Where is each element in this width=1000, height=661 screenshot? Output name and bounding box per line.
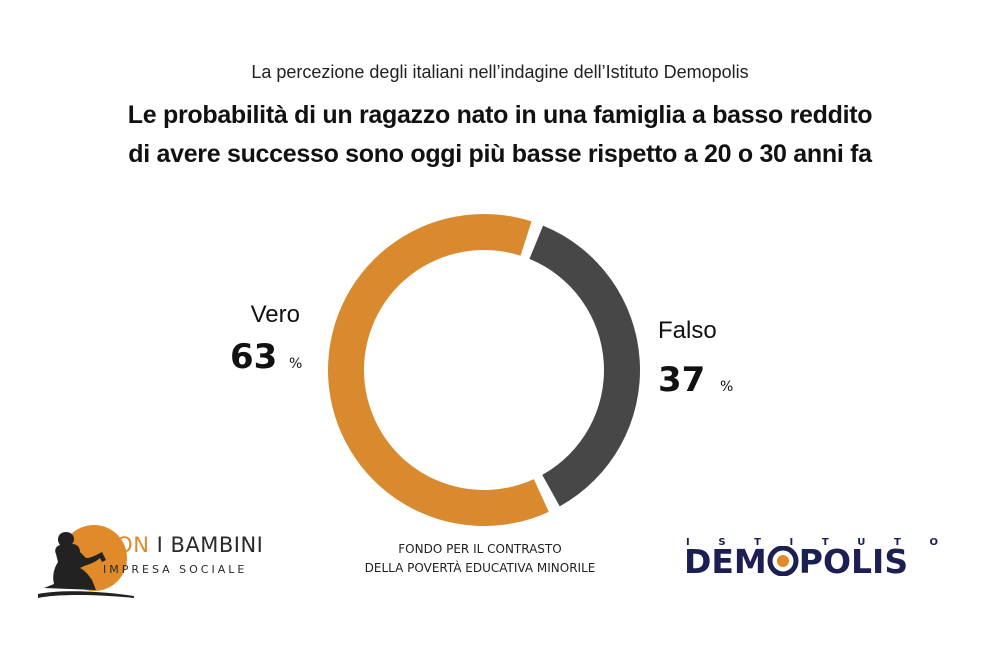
con-i-bambini-name-part1: CON	[101, 533, 150, 557]
fund-description: FONDO PER IL CONTRASTO DELLA POVERTÀ EDU…	[330, 540, 630, 578]
slice-label-falso: Falso	[658, 317, 717, 344]
demopolis-o-globe-icon	[767, 545, 799, 577]
con-i-bambini-logo	[36, 518, 276, 602]
chart-title: Le probabilità di un ragazzo nato in una…	[0, 96, 1000, 174]
demopolis-name-left: DEM	[684, 542, 767, 581]
slice-value-vero: 63	[230, 337, 277, 377]
child-reading-icon	[38, 525, 134, 598]
slice-unit-falso: %	[720, 379, 733, 395]
demopolis-name-right: POLIS	[798, 542, 909, 581]
chart-subtitle: La percezione degli italiani nell’indagi…	[251, 62, 749, 82]
con-i-bambini-tagline: IMPRESA SOCIALE	[103, 563, 248, 576]
fund-description-line-2: DELLA POVERTÀ EDUCATIVA MINORILE	[364, 561, 596, 575]
slice-value-falso: 37	[658, 360, 705, 400]
con-i-bambini-name-part2: I BAMBINI	[156, 533, 264, 557]
istituto-letter: I	[789, 537, 794, 548]
chart-title-line-1: Le probabilità di un ragazzo nato in una…	[127, 101, 873, 129]
con-i-bambini-name: CON I BAMBINI	[101, 533, 263, 557]
istituto-letter: U	[857, 537, 866, 548]
istituto-letter: I	[686, 537, 690, 548]
istituto-letter: T	[894, 537, 901, 548]
istituto-letter: S	[718, 537, 726, 548]
donut-slice-vero	[328, 213, 549, 526]
istituto-letter: T	[821, 537, 829, 548]
istituto-letter: O	[929, 537, 938, 548]
chart-title-line-2: di avere successo sono oggi più basse ri…	[128, 140, 872, 168]
demopolis-logo: DEM POLIS	[684, 542, 908, 581]
istituto-letter: T	[754, 537, 761, 548]
slice-label-vero: Vero	[251, 301, 300, 328]
slice-unit-vero: %	[289, 356, 302, 372]
fund-description-line-1: FONDO PER IL CONTRASTO	[398, 542, 562, 556]
donut-slice-falso	[529, 225, 640, 507]
